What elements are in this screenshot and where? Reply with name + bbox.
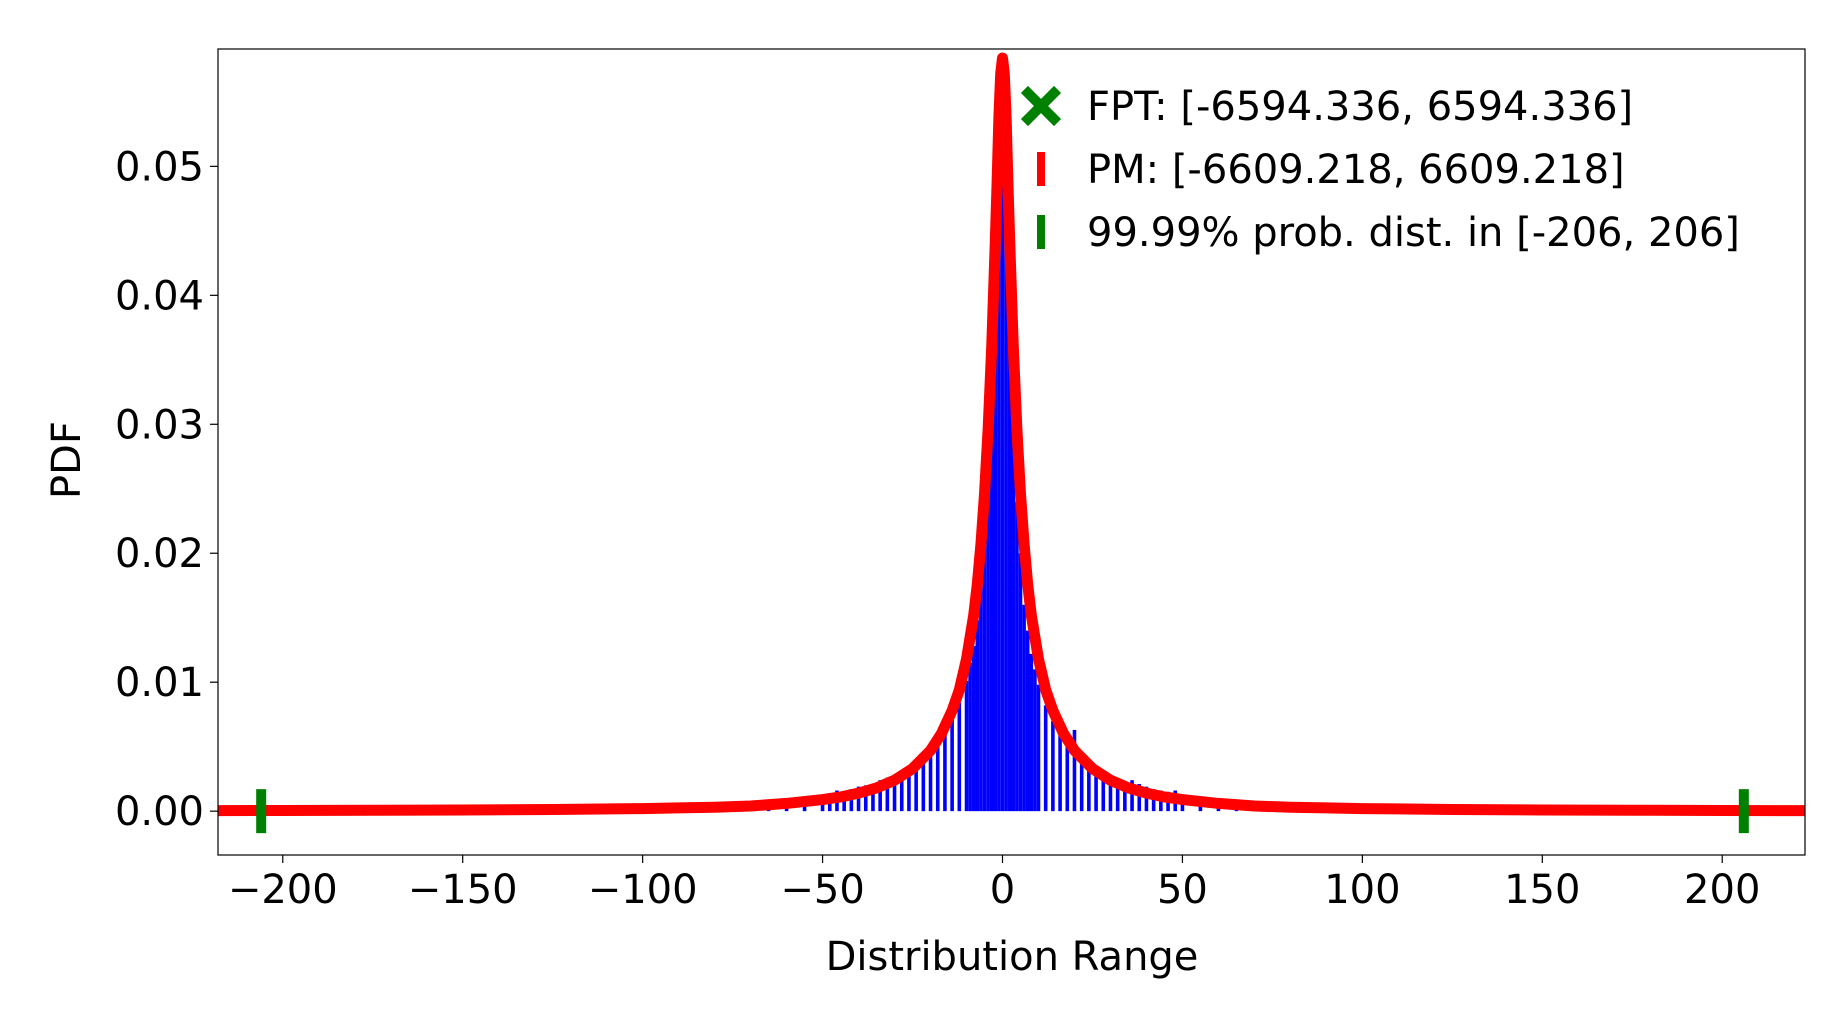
histogram-bar <box>1079 754 1084 812</box>
range-marker <box>1738 789 1749 834</box>
histogram-bar <box>1101 771 1106 812</box>
legend-bar-marker-icon <box>1037 152 1045 186</box>
histogram-bar <box>993 308 998 812</box>
histogram-bar <box>871 784 875 812</box>
histogram-bar <box>892 775 897 812</box>
histogram-bar <box>878 780 882 812</box>
histogram-bar <box>1022 604 1026 812</box>
histogram-bar <box>921 756 926 812</box>
histogram-bar <box>1015 501 1019 812</box>
histogram-bar <box>1051 720 1055 812</box>
histogram-bar <box>907 768 911 812</box>
axes: −200 −150 −100 −50 0 50 100 150 200 0.00 0.01 0.02 0… <box>115 48 1806 913</box>
histogram-bar <box>968 662 972 812</box>
histogram-bar <box>1123 781 1127 812</box>
y-tick-label: 0.04 <box>115 273 204 319</box>
histogram-bar <box>1018 553 1023 812</box>
y-tick-label: 0.03 <box>115 402 204 448</box>
histogram-bar <box>943 731 947 812</box>
legend: FPT: [-6594.336, 6594.336] PM: [-6609.218… <box>1020 84 1740 256</box>
histogram-bar <box>964 680 969 812</box>
legend-label: FPT: [-6594.336, 6594.336] <box>1087 84 1633 130</box>
histogram-bar <box>863 785 868 812</box>
y-tick-label: 0.02 <box>115 531 204 577</box>
histogram-bar <box>1115 778 1120 812</box>
histogram-bar <box>1087 762 1091 812</box>
histogram-bar <box>1108 775 1113 812</box>
histogram-bar <box>1000 108 1005 812</box>
histogram-bar <box>1058 731 1062 812</box>
histogram-bar <box>957 702 962 812</box>
histogram-bar <box>856 786 861 812</box>
histogram-bar <box>1033 669 1037 812</box>
histogram-bar <box>997 192 1001 812</box>
x-axis-title: Distribution Range <box>826 934 1199 980</box>
histogram-bar <box>950 718 954 812</box>
x-tick-label: −200 <box>228 867 338 913</box>
x-tick-label: 200 <box>1684 867 1760 913</box>
histogram-bar <box>1029 653 1034 812</box>
histogram-bar <box>1137 784 1142 812</box>
histogram-bar <box>1144 786 1149 812</box>
legend-label: PM: [-6609.218, 6609.218] <box>1087 147 1625 193</box>
histogram-bar <box>1065 740 1070 812</box>
pm-pdf-curve <box>218 52 1805 817</box>
histogram-bar <box>1025 630 1030 812</box>
x-tick-label: −50 <box>780 867 864 913</box>
x-tick-label: 50 <box>1157 867 1208 913</box>
histogram-bar <box>979 585 983 812</box>
histogram-bar <box>986 460 990 812</box>
histogram-bar <box>975 620 980 812</box>
legend-bar-marker-icon <box>1037 215 1045 249</box>
y-tick-label: 0.01 <box>115 660 204 706</box>
histogram-bar <box>1130 780 1134 812</box>
x-tick-label: 150 <box>1504 867 1580 913</box>
y-tick-label: 0.00 <box>115 789 204 835</box>
x-tick-label: −100 <box>588 867 698 913</box>
histogram-bar <box>1007 314 1012 812</box>
y-axis-title: PDF <box>44 421 90 499</box>
histogram-bar <box>989 417 994 812</box>
histogram-bar <box>982 546 987 812</box>
histogram-bar <box>899 771 904 812</box>
histogram-bar <box>1043 705 1048 812</box>
x-tick-label: 0 <box>990 867 1015 913</box>
plot-frame <box>217 48 1806 856</box>
legend-label: 99.99% prob. dist. in [-206, 206] <box>1087 210 1740 256</box>
histogram-bar <box>1072 729 1077 812</box>
legend-x-marker-icon <box>1020 85 1062 127</box>
plot-inner <box>218 52 1805 817</box>
histogram-bar <box>971 646 976 812</box>
histogram-bar <box>885 777 890 812</box>
histogram-bar <box>914 763 918 812</box>
range-marker <box>256 789 267 834</box>
histogram-bar <box>1036 684 1041 812</box>
histogram-bar <box>1004 179 1008 812</box>
y-tick-label: 0.05 <box>115 144 204 190</box>
histogram-bar <box>1094 767 1098 812</box>
x-tick-label: −150 <box>408 867 518 913</box>
plot-area <box>218 52 1805 834</box>
legend-x-stroke <box>1020 85 1062 127</box>
histogram-bar <box>1011 424 1016 812</box>
histogram-bar <box>935 741 940 812</box>
x-tick-label: 100 <box>1324 867 1400 913</box>
histogram-bar <box>928 749 933 812</box>
